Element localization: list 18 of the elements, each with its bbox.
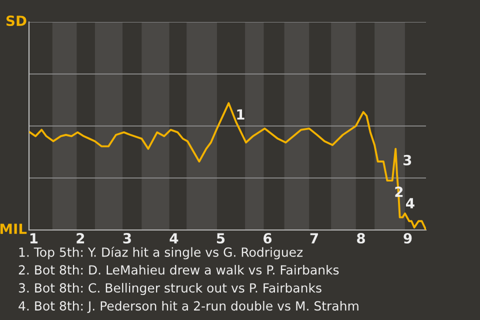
annotation: 3 xyxy=(403,154,412,166)
annotation: 1 xyxy=(237,109,244,120)
text: 3. Bot 8th: C. Bellinger struck out vs P. Fairbanks xyxy=(18,282,322,296)
x-tick-label: 3 xyxy=(123,233,131,244)
x-tick-label: 2 xyxy=(76,233,84,244)
annotation: 4 xyxy=(406,198,414,208)
text: 4. Bot 8th: J. Pederson hit a 2-run double vs M. Strahm xyxy=(18,300,358,313)
x-tick-label: 1 xyxy=(30,233,38,244)
x-tick-label: 8 xyxy=(357,233,365,244)
x-tick-label: 9 xyxy=(404,233,412,244)
text: SD xyxy=(6,16,26,26)
x-tick-label: 7 xyxy=(310,233,318,244)
text: 2. Bot 8th: D. LeMahieu drew a walk vs P. Fairbanks xyxy=(18,264,339,275)
text: MIL xyxy=(0,224,27,234)
x-tick-label: 4 xyxy=(170,233,178,244)
x-tick-label: 5 xyxy=(216,233,225,244)
text: 1. Top 5th: Y. Díaz hit a single vs G. Rodriguez xyxy=(19,246,303,260)
x-tick-label: 6 xyxy=(264,233,272,244)
